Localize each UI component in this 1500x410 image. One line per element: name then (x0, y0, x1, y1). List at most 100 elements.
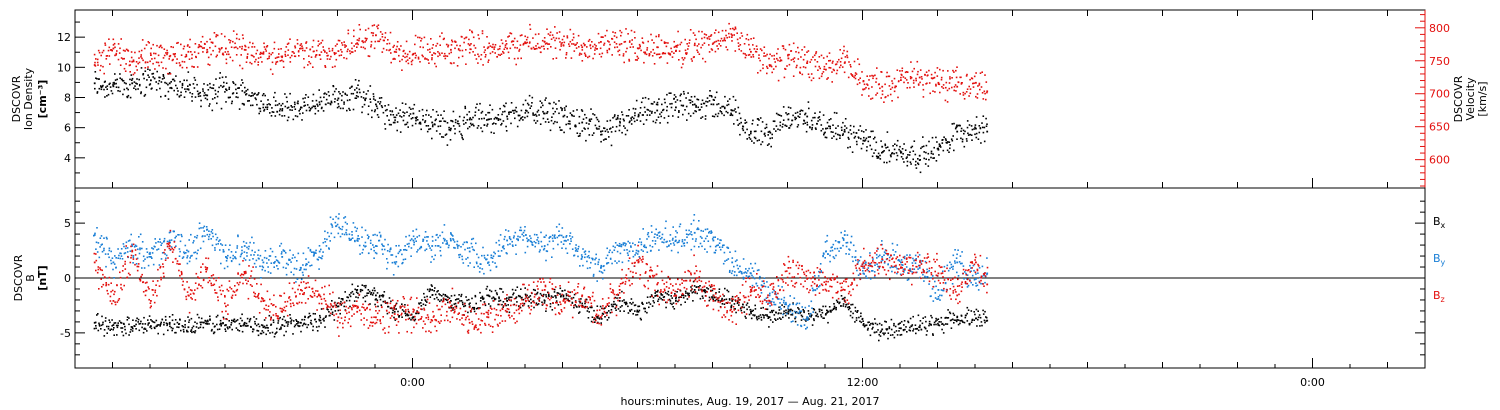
density-point (222, 85, 225, 87)
velocity-point (774, 61, 776, 63)
density-point (465, 122, 467, 124)
bx-point (219, 319, 222, 322)
density-point (744, 131, 746, 134)
density-point (228, 86, 231, 89)
velocity-point (354, 50, 356, 52)
density-point (274, 100, 277, 102)
bx-point (150, 319, 152, 321)
density-point (717, 112, 720, 115)
density-point (732, 95, 735, 98)
density-point (510, 102, 513, 104)
bx-point (775, 311, 777, 314)
density-point (416, 116, 418, 118)
by-point (181, 235, 183, 238)
density-point (860, 147, 863, 150)
velocity-point (981, 71, 983, 73)
bx-point (612, 303, 615, 306)
velocity-point (936, 75, 939, 77)
density-point-point (881, 145, 884, 148)
b-tick-label: -5 (60, 327, 71, 340)
velocity-point-point (731, 34, 734, 37)
velocity-point (793, 60, 795, 63)
density-point (193, 76, 196, 79)
bx-point (772, 321, 774, 323)
bx-point (378, 296, 381, 298)
by-point (368, 236, 370, 238)
bx-point (715, 298, 718, 301)
density-point (761, 121, 764, 123)
density-point (546, 118, 549, 120)
bx-point (675, 297, 677, 300)
velocity-point (362, 46, 365, 49)
density-point (422, 118, 424, 121)
density-point (828, 125, 830, 127)
by-point (174, 237, 176, 239)
bx-point (594, 321, 596, 323)
velocity-tick-label: 600 (1429, 154, 1450, 167)
by-point (198, 227, 201, 230)
velocity-point (284, 55, 287, 57)
density-point (362, 97, 365, 99)
bx-point (121, 331, 123, 333)
velocity-point (848, 61, 850, 63)
velocity-point (395, 51, 398, 53)
density-point (270, 115, 273, 117)
by-point (350, 238, 352, 240)
by-point (443, 240, 446, 242)
bx-point (500, 288, 503, 290)
bx-point (357, 285, 359, 287)
velocity-point (636, 55, 639, 58)
density-point (397, 112, 400, 115)
by-point (361, 226, 363, 229)
velocity-point (685, 52, 687, 54)
density-point (953, 149, 955, 152)
velocity-point (450, 44, 453, 46)
bx-point (126, 316, 129, 318)
velocity-point (850, 73, 852, 75)
by-point (408, 242, 410, 245)
by-point (136, 257, 139, 260)
density-point (726, 104, 728, 107)
bx-point (139, 322, 142, 325)
velocity-point (686, 43, 688, 45)
bx-point (190, 317, 193, 320)
bx-point (367, 292, 370, 294)
bx-point (777, 318, 779, 320)
velocity-point-point (750, 50, 752, 53)
density-point (952, 135, 954, 137)
density-point (805, 130, 808, 133)
velocity-point (804, 66, 807, 69)
bx-point (331, 313, 334, 315)
density-point (340, 99, 343, 102)
bx-point (460, 300, 463, 302)
velocity-point (593, 53, 596, 55)
density-point (241, 90, 244, 92)
bx-point (489, 305, 492, 307)
by-point (364, 241, 367, 244)
velocity-point (717, 48, 719, 50)
density-point-point (750, 130, 752, 133)
bx-point (113, 334, 115, 336)
velocity-point (675, 44, 678, 47)
bx-point (780, 318, 782, 320)
density-point (522, 103, 525, 106)
by-point (335, 225, 338, 227)
density-point (733, 109, 735, 112)
density-point (689, 99, 692, 102)
density-point (402, 111, 404, 113)
bx-point (184, 326, 186, 329)
velocity-point (580, 44, 583, 47)
velocity-point (510, 41, 513, 43)
bx-point (979, 316, 982, 319)
velocity-point (96, 61, 99, 64)
velocity-point (329, 58, 331, 60)
density-point (208, 105, 210, 107)
velocity-point (782, 45, 785, 47)
bx-point-point (787, 310, 790, 313)
bx-point (681, 294, 683, 296)
density-point-point (131, 82, 134, 85)
density-point (105, 86, 107, 88)
velocity-point (353, 45, 355, 47)
by-point (186, 249, 188, 252)
velocity-point (102, 49, 105, 52)
